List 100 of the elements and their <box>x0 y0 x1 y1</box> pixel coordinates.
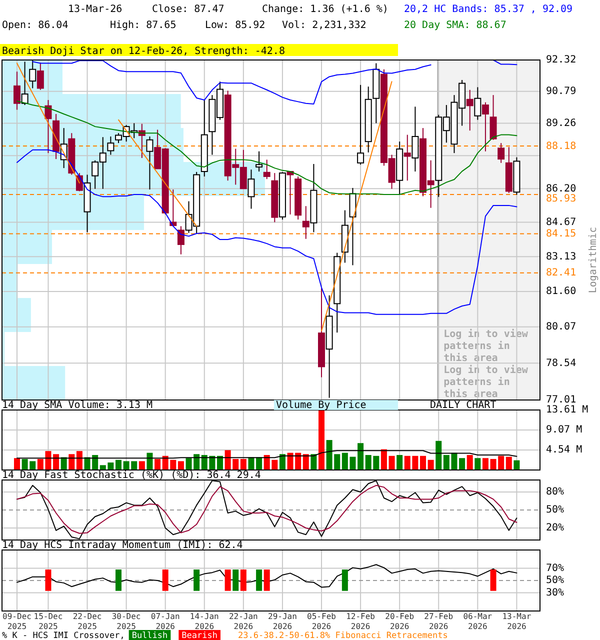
chart-title: 14 Day SMA Volume: 3.13 M <box>2 400 153 411</box>
bar <box>154 458 161 470</box>
candlestick <box>107 136 114 156</box>
candlestick <box>170 188 177 226</box>
candlestick <box>357 84 364 166</box>
x-tick-label: 07-Jan 2026 <box>150 612 180 631</box>
bar <box>380 449 387 470</box>
bar <box>514 460 520 470</box>
text: 20 Day SMA: 88.67 <box>404 20 506 31</box>
annotation: DAILY CHART <box>430 400 496 411</box>
x-tick-label: 14-Jan 2026 <box>190 612 220 631</box>
y-tick-label: 77.01 <box>546 394 576 406</box>
bar <box>358 443 364 470</box>
bar <box>248 457 254 470</box>
candlestick <box>466 89 474 132</box>
bar <box>388 456 395 470</box>
y-tick-label: 4.54 M <box>546 444 582 456</box>
candlestick <box>248 169 255 210</box>
x-tick-label: 09-Dec 2025 <box>2 612 32 631</box>
candlestick <box>263 159 270 180</box>
bar <box>482 458 488 470</box>
line-series <box>16 450 518 459</box>
bar <box>240 458 246 470</box>
y-tick-label: 80% <box>546 486 564 498</box>
y-tick-label: 78.54 <box>546 358 576 369</box>
candlestick <box>490 94 497 140</box>
candlestick <box>256 150 263 172</box>
candlestick <box>36 62 44 90</box>
ref-line-label: 88.18 <box>546 140 576 152</box>
bar <box>53 454 60 470</box>
chart-title: 14 Day Fast Stochastic (%K) (%D): 36.4 29.4 <box>2 470 261 481</box>
x-tick-label: 27-Feb 2026 <box>424 612 454 631</box>
y-tick-label: 80.07 <box>546 322 576 333</box>
candlestick <box>498 142 505 164</box>
bar <box>178 461 184 470</box>
bar <box>428 460 434 470</box>
text: Open: 86.04 <box>2 20 68 31</box>
y-tick-label: 92.32 <box>546 54 576 66</box>
text: 23.6-38.2-50-61.8% Fibonacci Retracements <box>238 631 448 640</box>
candlestick <box>146 136 154 190</box>
candlestick <box>412 106 419 172</box>
annotation: Volume By Price <box>276 400 366 411</box>
bar <box>436 440 442 470</box>
bar <box>256 457 262 470</box>
y-tick-label: 20% <box>546 522 564 534</box>
bar <box>146 452 153 470</box>
bar <box>138 461 145 470</box>
y-tick-label: 83.13 <box>546 251 576 262</box>
candlestick <box>14 71 20 110</box>
y-tick-label: 81.60 <box>546 286 576 298</box>
text: Bullish <box>132 631 168 640</box>
text: 13-Mar-26 <box>68 4 122 15</box>
text: High: 87.65 <box>110 20 176 31</box>
y-tick-label: 86.20 <box>546 183 576 194</box>
y-tick-label: 13.61 M <box>546 404 588 416</box>
x-tick-label: 06-Mar 2026 <box>463 612 492 631</box>
y-tick-label: 50% <box>546 575 564 586</box>
bar <box>310 454 317 470</box>
bar <box>116 460 122 470</box>
text: Change: 1.36 (+1.6 %) <box>262 4 388 15</box>
bar <box>396 455 403 470</box>
bar <box>60 457 67 470</box>
candlestick <box>302 206 310 240</box>
x-tick-label: 22-Jan 2026 <box>228 612 258 631</box>
ref-line-label: 82.41 <box>546 268 576 279</box>
x-tick-label: 29-Jan 2026 <box>268 612 298 631</box>
bar <box>68 454 75 470</box>
candlestick <box>474 86 482 120</box>
y-tick-label: 90.79 <box>546 86 576 98</box>
legend-title: % K - HCS IMI Crossover, <box>2 631 125 640</box>
candlestick <box>349 187 356 266</box>
ref-line-label: 85.93 <box>546 193 576 204</box>
y-tick-label: 89.26 <box>546 118 576 129</box>
text: Vol: 2,231,332 <box>282 20 366 31</box>
bar <box>318 410 325 470</box>
bar <box>459 458 466 470</box>
bar <box>474 458 481 470</box>
y-tick-label: 84.67 <box>546 216 576 228</box>
bar <box>14 458 20 470</box>
x-tick-label: 15-Dec 2025 <box>34 612 63 631</box>
line-series <box>16 484 518 534</box>
text: Close: 87.47 <box>152 4 224 15</box>
x-tick-label: 22-Dec 2025 <box>72 612 102 631</box>
candlestick <box>177 226 184 255</box>
y-axis-title: Logarithmic <box>588 226 599 294</box>
bar <box>76 451 82 470</box>
text: 20,2 HC Bands: 85.37 , 92.09 <box>404 4 573 15</box>
y-tick-label: 50% <box>546 504 564 516</box>
x-tick-label: 05-Feb 2026 <box>307 612 336 631</box>
x-tick-label: 30-Dec 2025 <box>112 612 141 631</box>
chart-title: Bearish Doji Star on 12-Feb-26, Strength: -42.8 <box>2 46 285 57</box>
text: Low: 85.92 <box>205 20 266 31</box>
x-tick-label: 12-Feb 2026 <box>346 612 376 631</box>
y-tick-label: 70% <box>546 563 564 574</box>
x-tick-label: 13-Mar 2026 <box>502 612 532 631</box>
bar <box>420 456 426 470</box>
bar <box>302 454 309 470</box>
candlestick <box>482 102 489 152</box>
y-tick-label: 9.07 M <box>546 424 582 436</box>
bar <box>466 455 473 470</box>
